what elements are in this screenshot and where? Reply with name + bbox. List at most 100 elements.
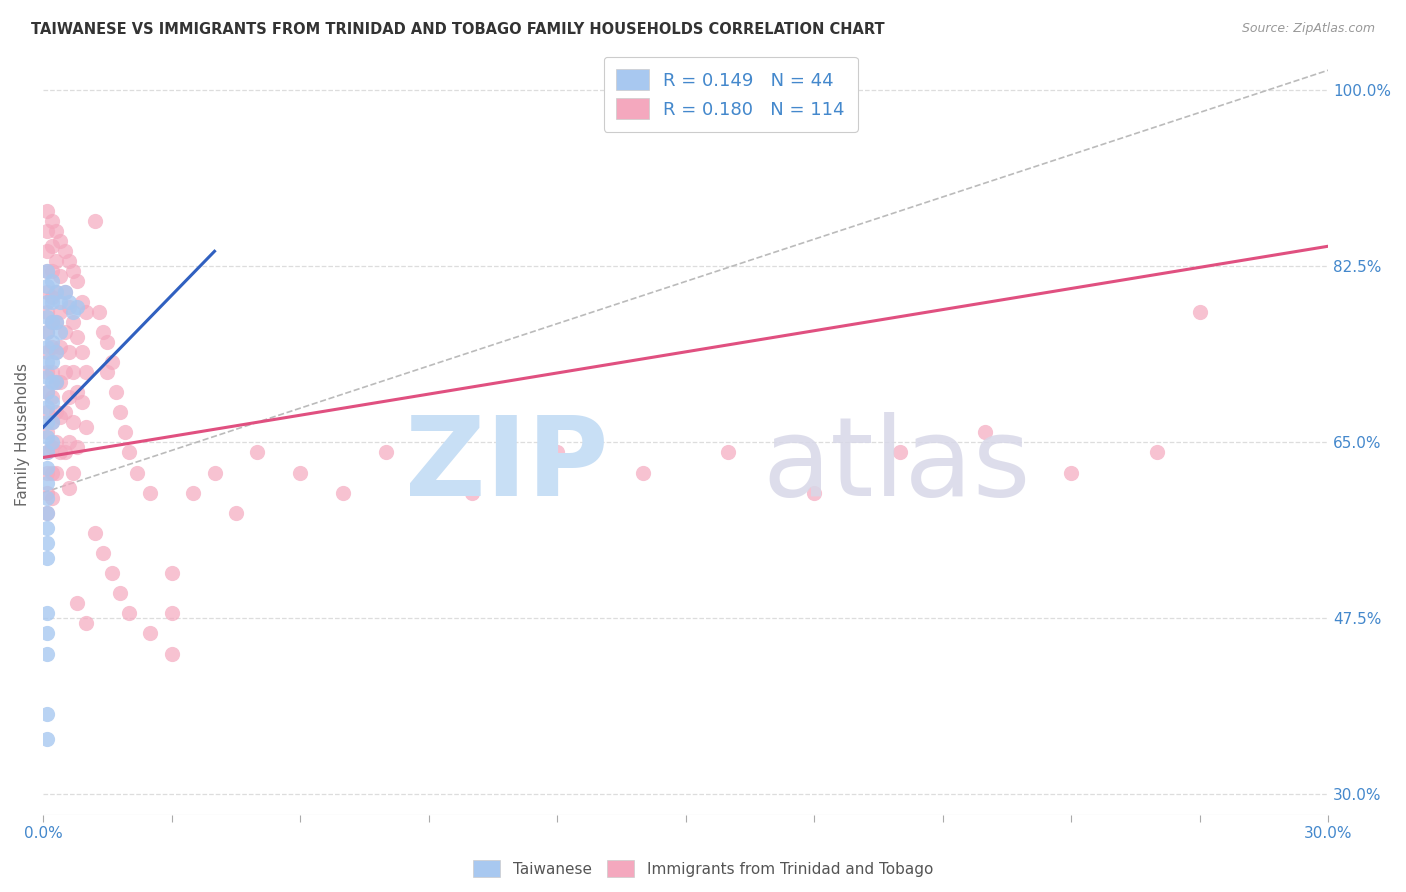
Point bbox=[62, 466, 84, 480]
Point bbox=[37, 304, 59, 318]
Point bbox=[53, 285, 76, 299]
Point bbox=[41, 415, 63, 429]
Point bbox=[1060, 466, 1083, 480]
Point bbox=[41, 390, 63, 404]
Point bbox=[546, 445, 568, 459]
Point bbox=[37, 475, 59, 490]
Point bbox=[45, 375, 67, 389]
Point bbox=[45, 315, 67, 329]
Point bbox=[110, 586, 132, 600]
Point bbox=[225, 506, 247, 520]
Point bbox=[803, 485, 825, 500]
Point bbox=[53, 445, 76, 459]
Point bbox=[127, 466, 149, 480]
Point bbox=[1188, 304, 1211, 318]
Point bbox=[41, 491, 63, 505]
Point bbox=[37, 551, 59, 566]
Point bbox=[717, 445, 740, 459]
Point bbox=[37, 405, 59, 419]
Point bbox=[37, 445, 59, 459]
Point bbox=[49, 445, 72, 459]
Point bbox=[62, 365, 84, 379]
Point bbox=[37, 344, 59, 359]
Point bbox=[37, 264, 59, 278]
Point bbox=[37, 460, 59, 475]
Point bbox=[58, 390, 80, 404]
Point bbox=[460, 485, 482, 500]
Point bbox=[37, 415, 59, 429]
Point bbox=[160, 607, 183, 621]
Point bbox=[139, 485, 162, 500]
Point bbox=[37, 340, 59, 354]
Point bbox=[41, 315, 63, 329]
Point bbox=[204, 466, 226, 480]
Point bbox=[53, 325, 76, 339]
Point bbox=[53, 285, 76, 299]
Point bbox=[70, 344, 93, 359]
Legend: R = 0.149   N = 44, R = 0.180   N = 114: R = 0.149 N = 44, R = 0.180 N = 114 bbox=[603, 56, 858, 132]
Point bbox=[100, 355, 122, 369]
Point bbox=[91, 546, 114, 560]
Point bbox=[418, 466, 440, 480]
Point bbox=[139, 626, 162, 640]
Point bbox=[66, 275, 89, 289]
Point bbox=[41, 365, 63, 379]
Text: ZIP: ZIP bbox=[405, 412, 609, 519]
Point bbox=[37, 491, 59, 505]
Point bbox=[41, 239, 63, 253]
Point bbox=[53, 365, 76, 379]
Point bbox=[631, 466, 654, 480]
Point bbox=[91, 325, 114, 339]
Point bbox=[37, 264, 59, 278]
Point bbox=[114, 425, 136, 440]
Point bbox=[66, 300, 89, 314]
Point bbox=[49, 375, 72, 389]
Point bbox=[58, 300, 80, 314]
Point bbox=[49, 325, 72, 339]
Point bbox=[49, 340, 72, 354]
Point bbox=[49, 234, 72, 248]
Point bbox=[75, 304, 97, 318]
Point bbox=[37, 385, 59, 400]
Point bbox=[37, 294, 59, 309]
Point bbox=[66, 596, 89, 610]
Point bbox=[110, 405, 132, 419]
Point bbox=[37, 355, 59, 369]
Point bbox=[118, 607, 141, 621]
Point bbox=[58, 344, 80, 359]
Point bbox=[181, 485, 204, 500]
Y-axis label: Family Households: Family Households bbox=[15, 363, 30, 507]
Point bbox=[37, 204, 59, 219]
Point bbox=[974, 425, 997, 440]
Point bbox=[45, 375, 67, 389]
Point bbox=[41, 275, 63, 289]
Point bbox=[37, 224, 59, 238]
Point bbox=[374, 445, 396, 459]
Point bbox=[37, 466, 59, 480]
Point bbox=[37, 244, 59, 259]
Point bbox=[290, 466, 312, 480]
Text: TAIWANESE VS IMMIGRANTS FROM TRINIDAD AND TOBAGO FAMILY HOUSEHOLDS CORRELATION C: TAIWANESE VS IMMIGRANTS FROM TRINIDAD AN… bbox=[31, 22, 884, 37]
Point bbox=[160, 647, 183, 661]
Point bbox=[889, 445, 911, 459]
Point bbox=[41, 289, 63, 303]
Point bbox=[37, 370, 59, 384]
Point bbox=[37, 325, 59, 339]
Point bbox=[41, 415, 63, 429]
Point bbox=[62, 315, 84, 329]
Point bbox=[45, 466, 67, 480]
Point bbox=[49, 410, 72, 425]
Point bbox=[41, 264, 63, 278]
Point bbox=[37, 706, 59, 721]
Point bbox=[37, 325, 59, 339]
Point bbox=[37, 607, 59, 621]
Point bbox=[41, 375, 63, 389]
Point bbox=[87, 304, 110, 318]
Point bbox=[41, 441, 63, 455]
Point bbox=[83, 214, 105, 228]
Point bbox=[58, 294, 80, 309]
Point bbox=[100, 566, 122, 581]
Point bbox=[62, 304, 84, 318]
Point bbox=[37, 647, 59, 661]
Point bbox=[41, 395, 63, 409]
